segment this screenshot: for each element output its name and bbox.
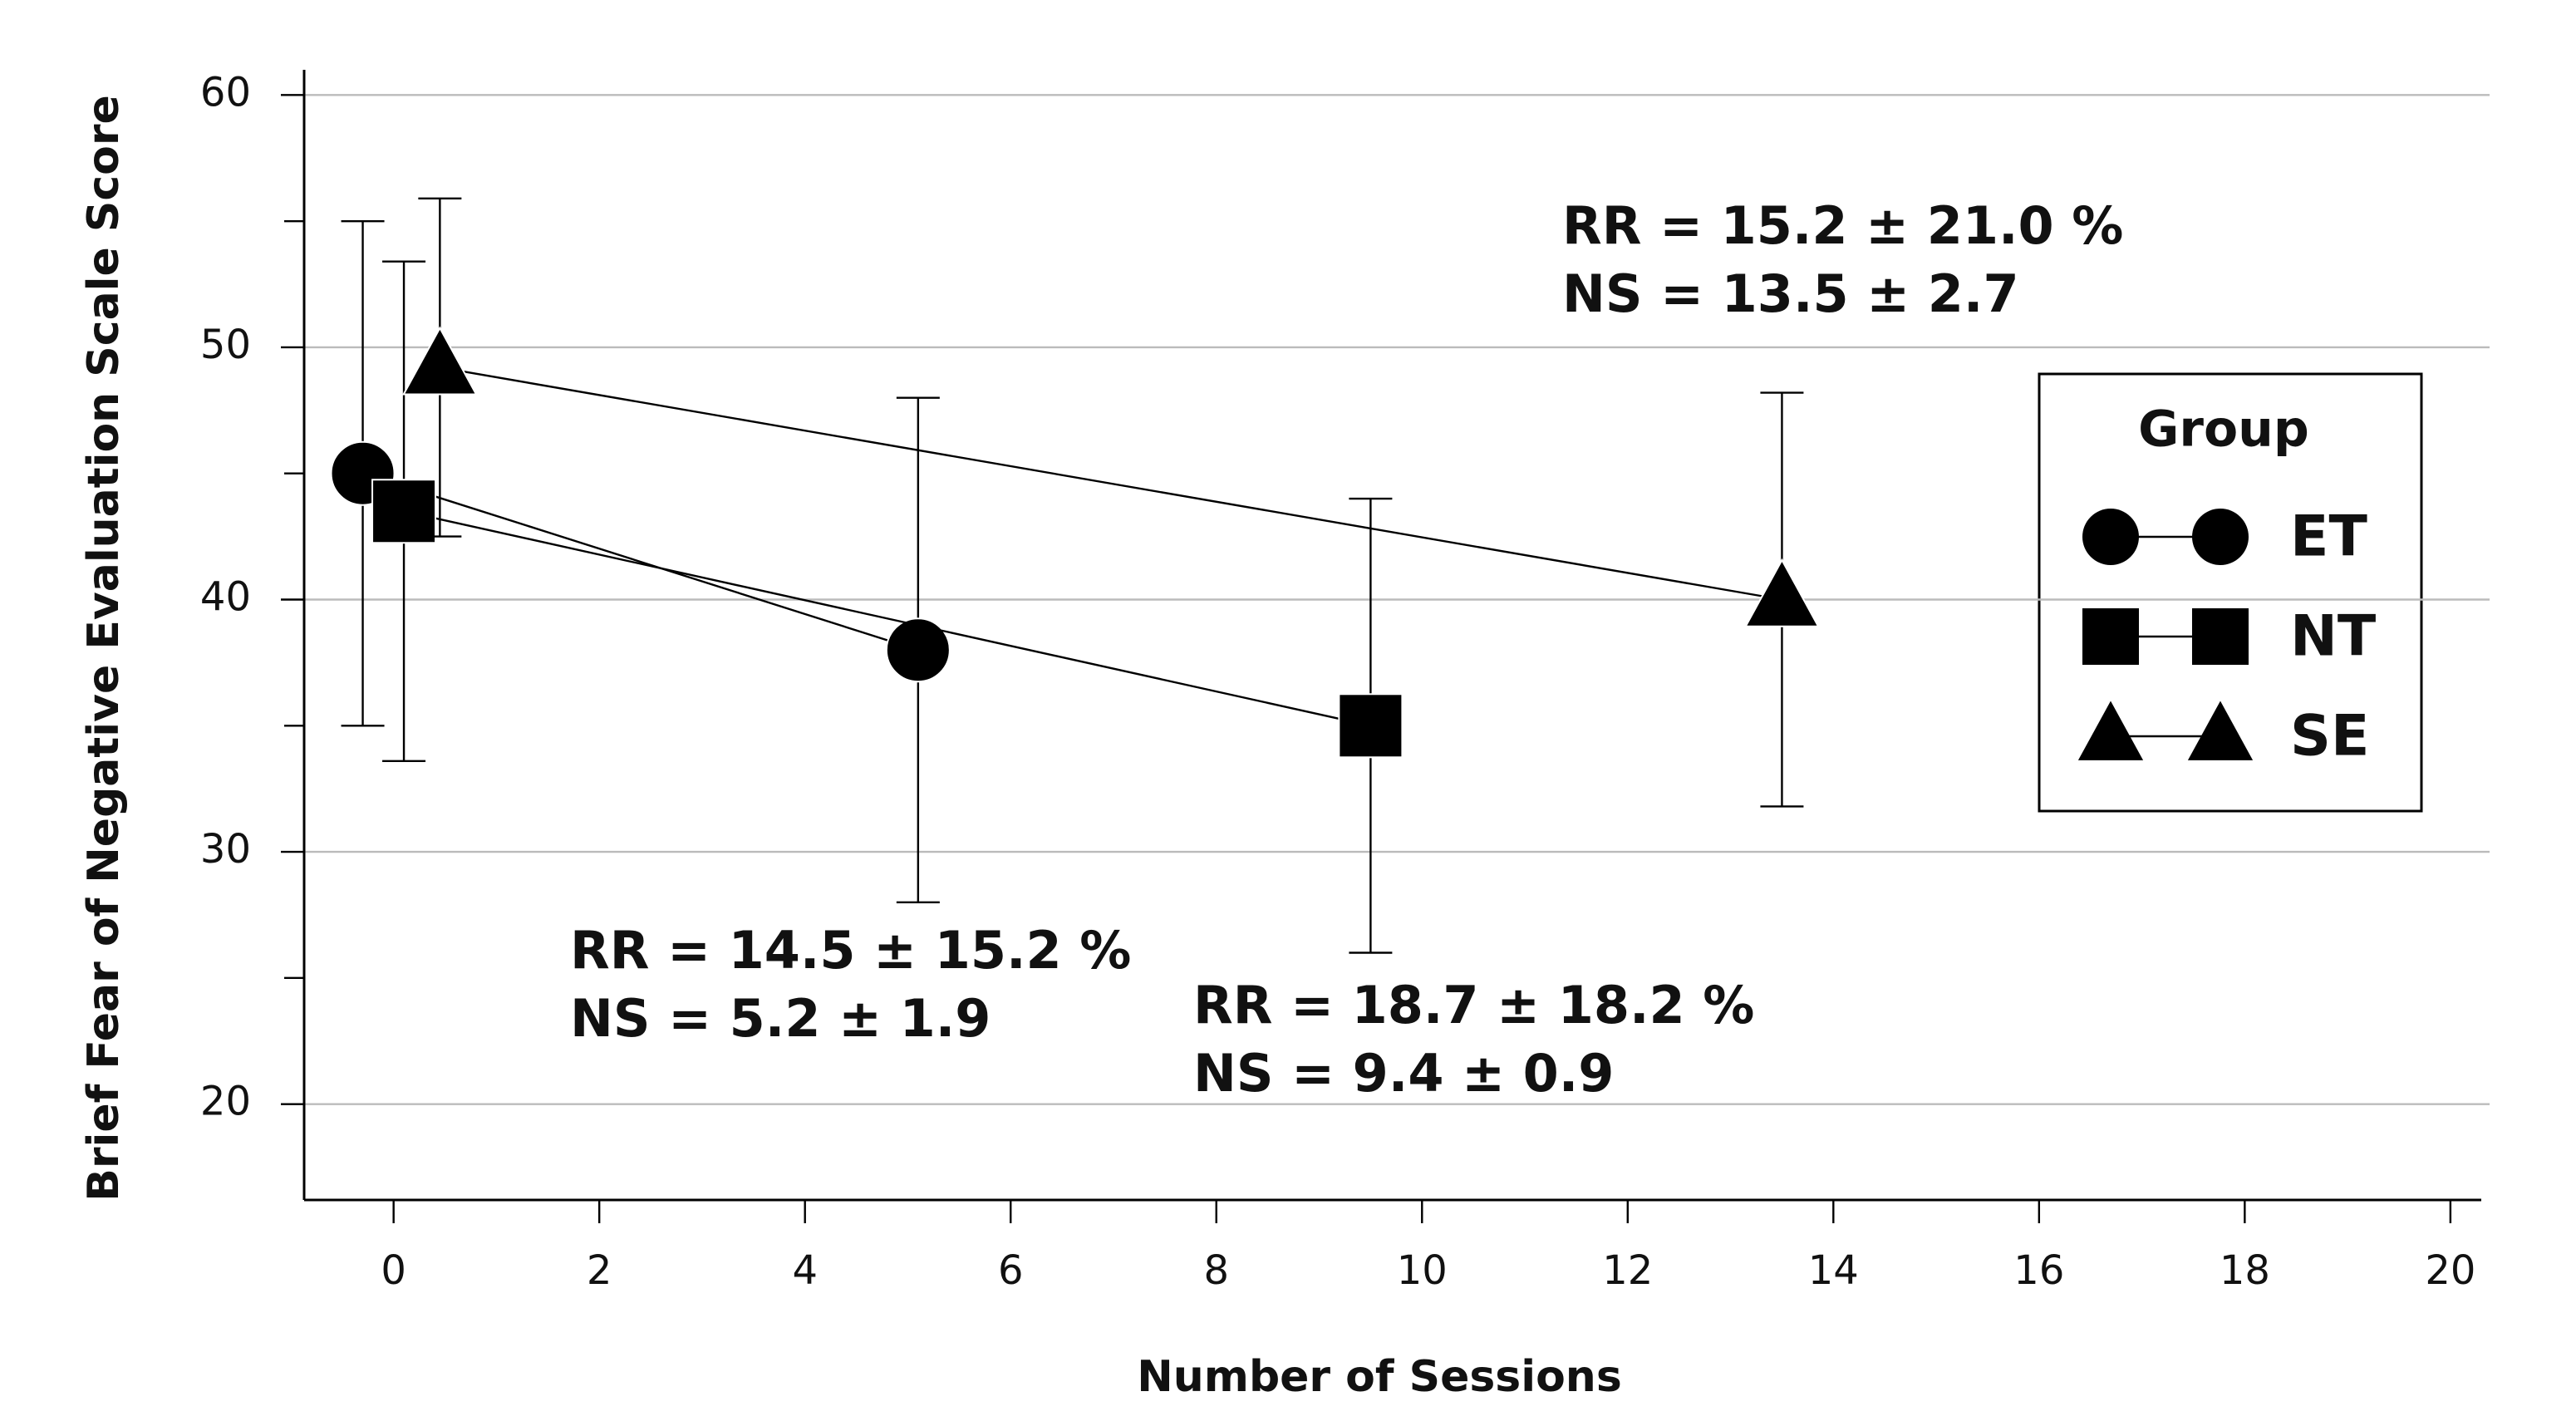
annotation: RR = 18.7 ± 18.2 %: [1193, 975, 1754, 1035]
annotation: NS = 9.4 ± 0.9: [1193, 1043, 1614, 1104]
legend-marker: [2082, 608, 2139, 665]
x-tick-label: 8: [1203, 1247, 1229, 1294]
annotation: RR = 14.5 ± 15.2 %: [570, 920, 1131, 981]
annotation: RR = 15.2 ± 21.0 %: [1562, 195, 2123, 256]
data-point: [1338, 693, 1404, 759]
data-point: [401, 326, 478, 396]
y-tick-label: 30: [200, 826, 251, 873]
y-tick-label: 40: [200, 574, 251, 621]
series-line: [440, 366, 1782, 601]
data-point: [371, 479, 437, 544]
legend-label: SE: [2290, 704, 2369, 770]
x-tick-label: 18: [2220, 1247, 2270, 1294]
annotation: NS = 5.2 ± 1.9: [570, 988, 991, 1049]
y-tick-label: 50: [200, 322, 251, 368]
x-tick-label: 4: [792, 1247, 818, 1294]
legend-marker: [2192, 608, 2249, 665]
legend-label: NT: [2290, 604, 2377, 670]
legend-marker: [2077, 701, 2144, 760]
data-point: [1744, 558, 1820, 627]
x-tick-label: 12: [1602, 1247, 1653, 1294]
legend-marker: [2082, 509, 2139, 565]
legend-marker: [2187, 701, 2254, 760]
x-axis-label: Number of Sessions: [1137, 1352, 1622, 1402]
legend-label: ET: [2290, 504, 2367, 570]
legend-marker: [2192, 509, 2249, 565]
x-tick-label: 10: [1397, 1247, 1448, 1294]
x-tick-label: 14: [1808, 1247, 1859, 1294]
y-tick-label: 60: [200, 69, 251, 116]
x-tick-label: 2: [587, 1247, 612, 1294]
x-tick-label: 20: [2425, 1247, 2475, 1294]
x-tick-label: 0: [381, 1247, 406, 1294]
data-point: [885, 617, 951, 683]
x-tick-label: 6: [998, 1247, 1024, 1294]
series-line: [362, 472, 919, 652]
y-tick-label: 20: [200, 1079, 251, 1125]
series-line: [403, 510, 1371, 727]
legend-title: Group: [2138, 401, 2309, 459]
x-tick-label: 16: [2013, 1247, 2064, 1294]
y-axis-label: Brief Fear of Negative Evaluation Scale …: [79, 95, 129, 1202]
annotation: NS = 13.5 ± 2.7: [1562, 263, 2019, 324]
